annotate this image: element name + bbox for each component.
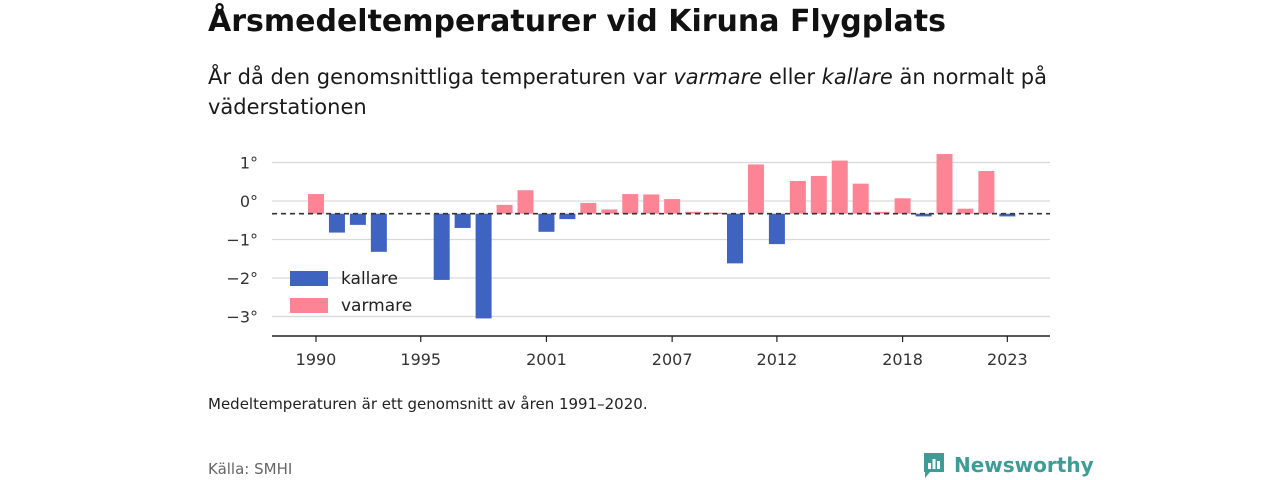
- bar-warm: [831, 160, 848, 214]
- bar-warm: [664, 199, 681, 214]
- bar-cold: [328, 213, 345, 233]
- bar-cold: [475, 213, 492, 319]
- y-tick-label: −1°: [226, 231, 258, 250]
- source-label: Källa: SMHI: [208, 460, 293, 478]
- legend-label: kallare: [341, 269, 398, 289]
- bar-cold: [727, 213, 743, 264]
- subtitle-warm-word: varmare: [673, 65, 763, 89]
- bar-warm: [978, 170, 995, 214]
- bar-warm: [643, 194, 660, 214]
- x-tick-label: 2018: [882, 350, 923, 369]
- subtitle-cold-word: kallare: [821, 65, 893, 89]
- bar-warm: [936, 154, 953, 214]
- bar-warm: [873, 211, 890, 214]
- bar-warm: [789, 180, 806, 214]
- bar-warm: [852, 183, 869, 214]
- newsworthy-logo-icon: [924, 453, 944, 478]
- bar-cold: [349, 213, 366, 225]
- brand-logo[interactable]: Newsworthy: [922, 450, 1094, 480]
- x-tick-label: 2007: [652, 350, 693, 369]
- legend-swatch: [290, 271, 328, 286]
- bar-warm: [747, 164, 764, 214]
- bar-cold: [370, 213, 387, 252]
- bar-cold: [768, 213, 785, 245]
- brand-name: Newsworthy: [954, 453, 1094, 477]
- bar-warm: [810, 175, 827, 214]
- bar-warm: [957, 208, 974, 214]
- bar-warm: [517, 190, 534, 214]
- x-tick-label: 2001: [526, 350, 567, 369]
- bar-cold: [433, 213, 450, 280]
- y-tick-label: 0°: [240, 192, 258, 211]
- x-tick-label: 1990: [296, 350, 337, 369]
- subtitle-text-pre: År då den genomsnittliga temperaturen va…: [208, 65, 674, 89]
- legend-label: varmare: [341, 296, 412, 316]
- subtitle-text-post: än normalt på väderstationen: [208, 65, 1047, 119]
- subtitle-text-mid: eller: [762, 65, 822, 89]
- x-tick-label: 2023: [987, 350, 1028, 369]
- bar-cold: [559, 213, 576, 220]
- bar-warm: [685, 211, 702, 214]
- y-tick-label: −3°: [226, 308, 258, 327]
- bar-warm: [894, 198, 911, 214]
- footnote: Medeltemperaturen är ett genomsnitt av å…: [208, 395, 648, 413]
- bar-warm: [601, 209, 618, 214]
- chart-subtitle: År då den genomsnittliga temperaturen va…: [208, 62, 1088, 122]
- y-tick-label: 1°: [240, 154, 258, 173]
- chart-title: Årsmedeltemperaturer vid Kiruna Flygplat…: [208, 4, 946, 39]
- bar-warm: [308, 194, 324, 214]
- bar-cold: [454, 213, 471, 228]
- bar-cold: [538, 213, 555, 232]
- bar-cold: [999, 213, 1016, 217]
- y-tick-label: −2°: [226, 269, 258, 288]
- bar-warm: [496, 204, 513, 214]
- x-tick-label: 2012: [757, 350, 798, 369]
- bar-warm: [622, 194, 639, 214]
- bar-warm: [580, 202, 597, 214]
- x-tick-label: 1995: [400, 350, 441, 369]
- bar-cold: [915, 213, 932, 217]
- legend-swatch: [290, 298, 328, 313]
